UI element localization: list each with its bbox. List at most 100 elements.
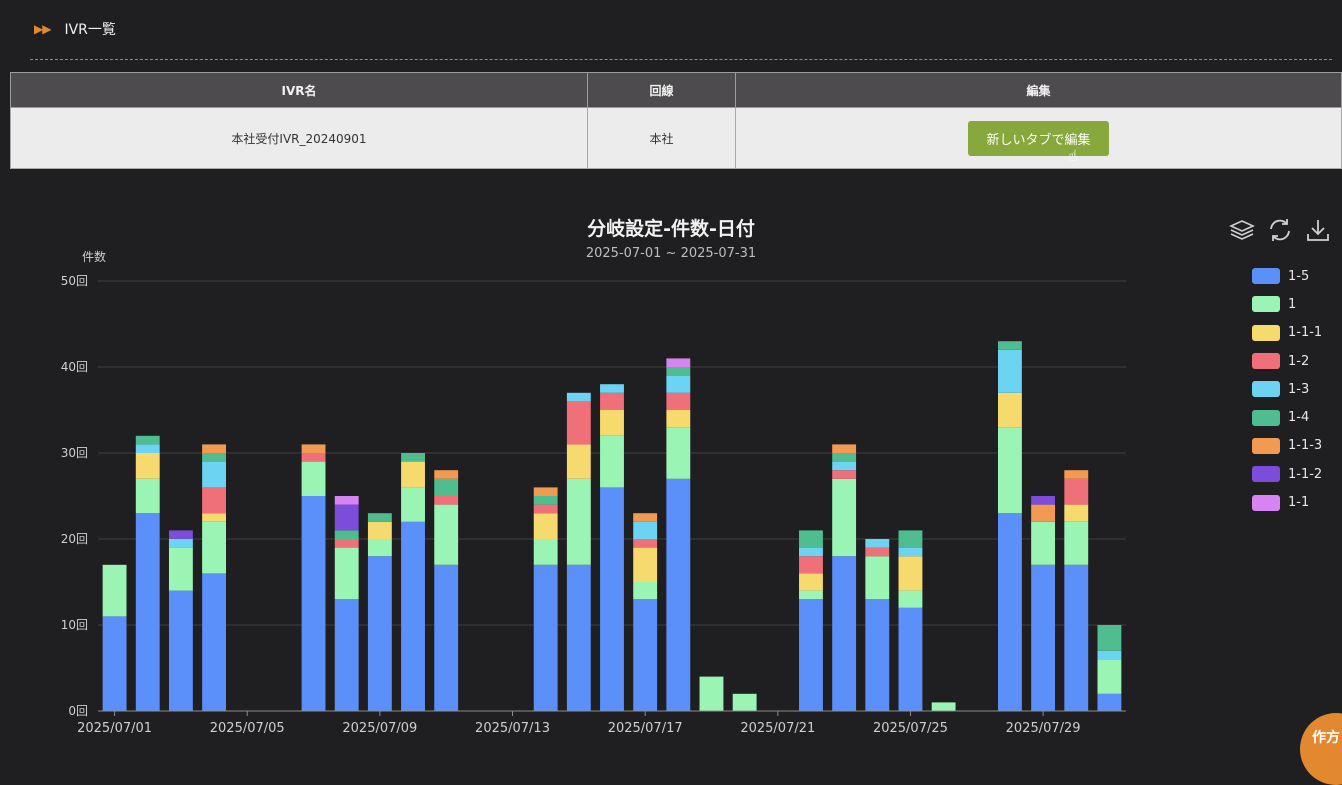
bar-segment[interactable] — [898, 547, 923, 557]
bar-segment[interactable] — [799, 556, 823, 574]
bar-segment[interactable] — [202, 521, 227, 574]
bar-segment[interactable] — [533, 504, 558, 514]
bar-segment[interactable] — [898, 556, 923, 591]
edit-in-new-tab-button[interactable]: 新しいタブで編集 — [968, 120, 1109, 156]
bar-segment[interactable] — [367, 513, 392, 522]
bar-segment[interactable] — [168, 590, 193, 711]
bar-segment[interactable] — [434, 504, 459, 565]
bar-segment[interactable] — [401, 453, 425, 462]
legend-item[interactable]: 1-2 — [1252, 347, 1322, 375]
bar-segment[interactable] — [600, 392, 624, 410]
bar-segment[interactable] — [666, 367, 691, 376]
bar-segment[interactable] — [135, 513, 160, 711]
bar-segment[interactable] — [102, 616, 127, 711]
bar-segment[interactable] — [168, 539, 193, 548]
bar-segment[interactable] — [566, 444, 591, 479]
bar-segment[interactable] — [102, 564, 127, 617]
bar-segment[interactable] — [566, 564, 591, 711]
bar-segment[interactable] — [699, 676, 724, 711]
bar-segment[interactable] — [301, 453, 326, 462]
download-icon[interactable] — [1304, 216, 1332, 244]
bar-segment[interactable] — [832, 461, 857, 471]
bar-segment[interactable] — [633, 513, 658, 522]
legend-item[interactable]: 1-1-1 — [1252, 319, 1322, 347]
bar-segment[interactable] — [367, 539, 392, 557]
bar-segment[interactable] — [1097, 625, 1122, 651]
bar-segment[interactable] — [898, 530, 923, 548]
bar-segment[interactable] — [434, 496, 459, 505]
bar-segment[interactable] — [202, 573, 227, 711]
bar-segment[interactable] — [1097, 650, 1122, 660]
legend-item[interactable]: 1-5 — [1252, 262, 1322, 290]
legend-item[interactable]: 1-3 — [1252, 375, 1322, 403]
bar-segment[interactable] — [666, 358, 691, 367]
bar-segment[interactable] — [633, 599, 658, 711]
bar-segment[interactable] — [202, 461, 227, 488]
legend-item[interactable]: 1-4 — [1252, 403, 1322, 431]
bar-segment[interactable] — [898, 590, 923, 608]
bar-segment[interactable] — [533, 539, 558, 565]
bar-segment[interactable] — [666, 375, 691, 393]
bar-segment[interactable] — [865, 556, 890, 600]
bar-segment[interactable] — [666, 392, 691, 410]
bar-segment[interactable] — [732, 693, 757, 711]
bar-segment[interactable] — [997, 392, 1022, 428]
bar-segment[interactable] — [997, 341, 1022, 350]
bar-segment[interactable] — [865, 539, 890, 548]
bar-segment[interactable] — [633, 547, 658, 582]
bar-segment[interactable] — [600, 384, 624, 393]
bar-segment[interactable] — [135, 453, 160, 479]
bar-segment[interactable] — [865, 599, 890, 711]
bar-segment[interactable] — [1097, 693, 1122, 711]
bar-segment[interactable] — [799, 547, 823, 557]
bar-segment[interactable] — [301, 461, 326, 496]
bar-segment[interactable] — [600, 435, 624, 488]
bar-segment[interactable] — [401, 461, 425, 488]
bar-segment[interactable] — [401, 487, 425, 522]
bar-segment[interactable] — [633, 521, 658, 539]
bar-segment[interactable] — [832, 478, 857, 557]
bar-segment[interactable] — [334, 539, 359, 548]
bar-segment[interactable] — [633, 582, 658, 600]
bar-segment[interactable] — [1064, 521, 1089, 565]
bar-segment[interactable] — [666, 427, 691, 479]
legend-item[interactable]: 1-1-2 — [1252, 460, 1322, 488]
bar-segment[interactable] — [1064, 478, 1089, 505]
bar-segment[interactable] — [135, 435, 160, 445]
bar-segment[interactable] — [401, 521, 425, 711]
bar-segment[interactable] — [1064, 470, 1089, 479]
bar-segment[interactable] — [666, 478, 691, 711]
bar-segment[interactable] — [600, 410, 624, 436]
bar-segment[interactable] — [566, 478, 591, 565]
bar-segment[interactable] — [832, 556, 857, 711]
bar-segment[interactable] — [799, 573, 823, 591]
legend-item[interactable]: 1 — [1252, 290, 1322, 318]
bar-segment[interactable] — [301, 444, 326, 453]
bar-segment[interactable] — [832, 444, 857, 453]
bar-segment[interactable] — [334, 504, 359, 531]
bar-segment[interactable] — [533, 496, 558, 505]
bar-segment[interactable] — [566, 392, 591, 402]
bar-segment[interactable] — [334, 530, 359, 539]
bar-segment[interactable] — [135, 444, 160, 453]
bar-segment[interactable] — [334, 599, 359, 711]
legend-item[interactable]: 1-1 — [1252, 488, 1322, 516]
bar-segment[interactable] — [367, 556, 392, 711]
bar-segment[interactable] — [334, 496, 359, 505]
bar-segment[interactable] — [434, 564, 459, 711]
bar-segment[interactable] — [202, 453, 227, 462]
bar-segment[interactable] — [799, 599, 823, 711]
bar-segment[interactable] — [168, 530, 193, 539]
bar-segment[interactable] — [301, 496, 326, 711]
layers-icon[interactable] — [1228, 216, 1256, 244]
bar-segment[interactable] — [799, 590, 823, 600]
bar-segment[interactable] — [1064, 564, 1089, 711]
bar-segment[interactable] — [202, 444, 227, 453]
bar-segment[interactable] — [898, 607, 923, 711]
bar-segment[interactable] — [566, 401, 591, 445]
bar-segment[interactable] — [135, 478, 160, 514]
bar-segment[interactable] — [832, 453, 857, 462]
bar-segment[interactable] — [799, 530, 823, 548]
bar-segment[interactable] — [1031, 504, 1056, 522]
bar-segment[interactable] — [666, 410, 691, 428]
